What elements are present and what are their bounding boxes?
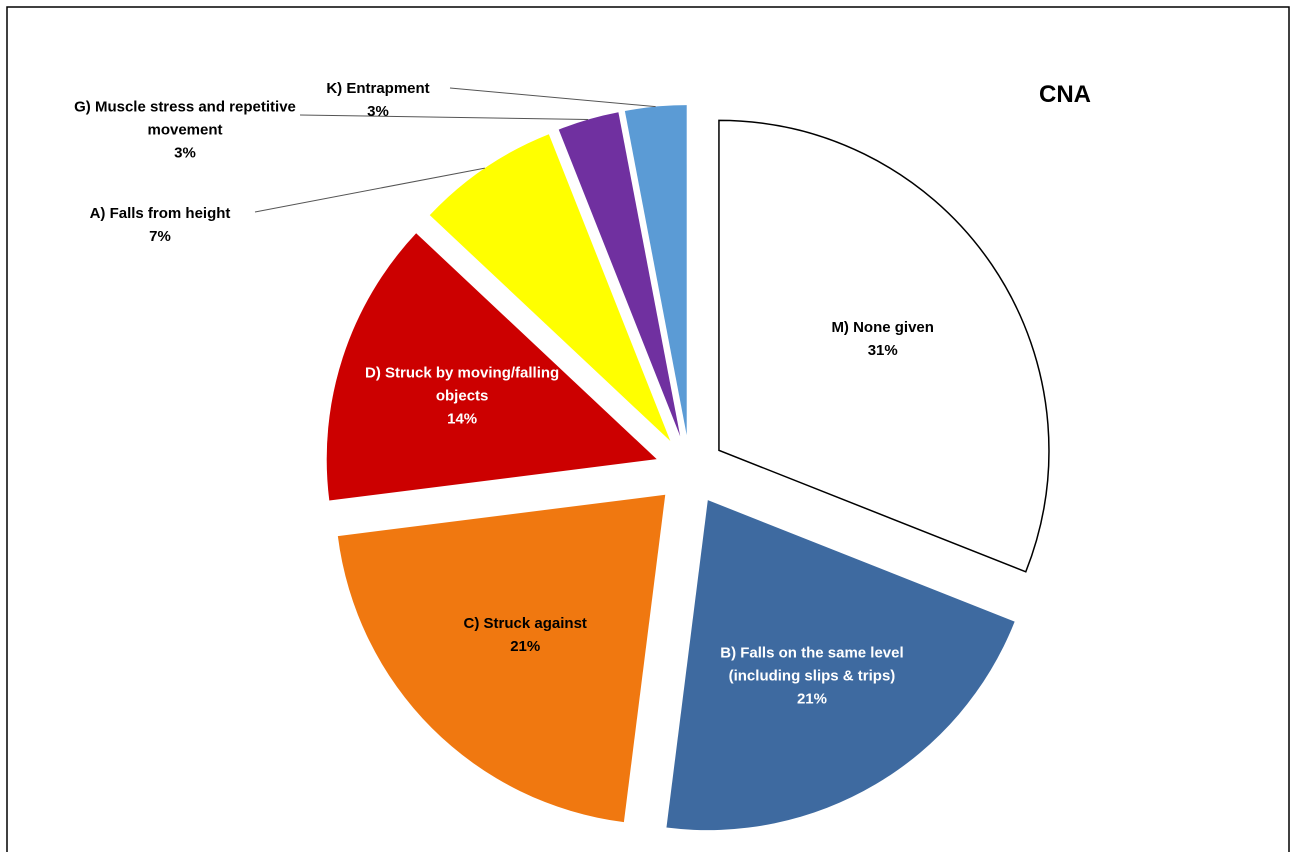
category-label: G) Muscle stress and repetitive movement bbox=[74, 98, 296, 139]
frame bbox=[6, 6, 1290, 852]
value-label: 31% bbox=[867, 342, 898, 360]
value-label: 21% bbox=[796, 690, 827, 708]
pie-slice bbox=[558, 112, 681, 437]
chart-title: CNA bbox=[1039, 81, 1091, 108]
pie-slice bbox=[666, 500, 1015, 831]
value-label: 7% bbox=[149, 228, 171, 245]
pie-slice bbox=[429, 134, 671, 442]
slice-label: K) Entrapment 3% bbox=[278, 77, 478, 123]
pie-slice bbox=[337, 494, 666, 823]
slice-label: M) None given 31% bbox=[783, 316, 983, 362]
slice-label: A) Falls from height 7% bbox=[50, 202, 270, 248]
value-label: 21% bbox=[510, 637, 541, 655]
slice-label: C) Struck against 21% bbox=[425, 612, 625, 658]
slice-label: G) Muscle stress and repetitive movement… bbox=[65, 96, 305, 165]
leader-line bbox=[449, 87, 656, 108]
value-label: 3% bbox=[174, 144, 196, 162]
slice-label: D) Struck by moving/falling objects 14% bbox=[352, 361, 572, 430]
pie-slice bbox=[326, 233, 657, 501]
category-label: B) Falls on the same level (including sl… bbox=[720, 644, 904, 685]
category-label: K) Entrapment bbox=[326, 80, 430, 97]
leader-line bbox=[299, 114, 589, 120]
slice-label: B) Falls on the same level (including sl… bbox=[687, 642, 937, 711]
pie-slice bbox=[718, 119, 1050, 573]
category-label: D) Struck by moving/falling objects bbox=[365, 364, 560, 405]
category-label: A) Falls from height bbox=[89, 205, 231, 222]
leader-line bbox=[254, 167, 485, 213]
category-label: M) None given bbox=[831, 319, 934, 337]
category-label: C) Struck against bbox=[463, 614, 587, 632]
pie-slice bbox=[624, 105, 687, 436]
value-label: 14% bbox=[447, 410, 478, 428]
value-label: 3% bbox=[367, 103, 389, 120]
